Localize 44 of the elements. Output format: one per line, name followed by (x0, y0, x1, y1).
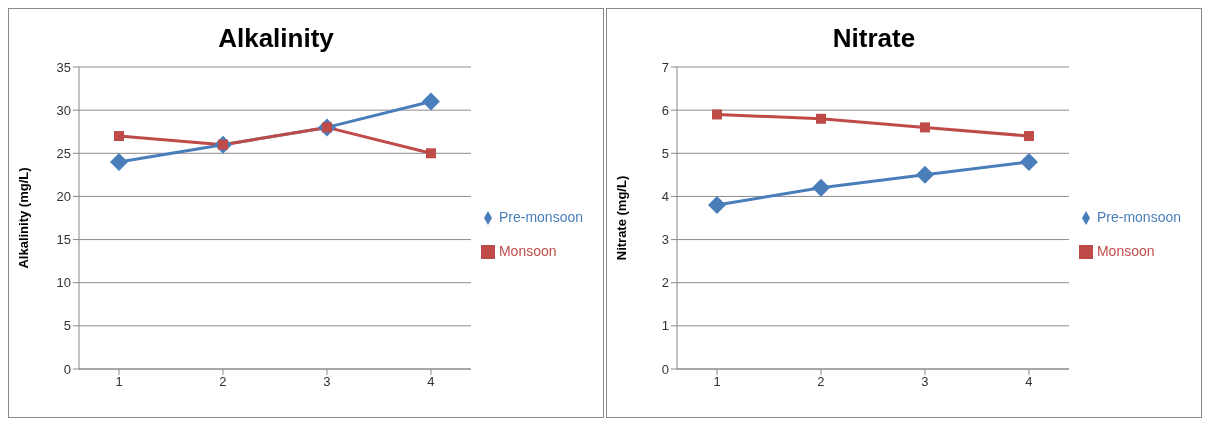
y-tick-label: 0 (63, 361, 71, 377)
point (425, 148, 436, 159)
point (114, 131, 124, 142)
y-tick-label: 6 (661, 102, 669, 118)
x-tick-label: 1 (713, 374, 721, 390)
y-tick-label: 1 (661, 318, 669, 334)
chart-title: Alkalinity (217, 23, 335, 55)
point (915, 165, 934, 184)
y-tick-label: 4 (661, 189, 669, 205)
point (811, 178, 830, 197)
y-tick-label: 7 (661, 59, 669, 75)
x-tick-label: 3 (921, 374, 929, 390)
legend-label: Pre-monsoon (498, 209, 583, 225)
y-tick-label: 35 (56, 59, 71, 75)
point (1023, 131, 1034, 142)
legend-label: Monsoon (1096, 243, 1155, 259)
point (712, 109, 722, 120)
x-tick-label: 4 (1025, 374, 1033, 390)
point (110, 152, 128, 171)
y-tick-label: 20 (56, 189, 71, 205)
legend-label: Monsoon (498, 243, 557, 259)
x-tick-label: 3 (323, 374, 331, 390)
y-tick-label: 0 (661, 361, 669, 377)
chart-title: Nitrate (831, 23, 917, 55)
y-tick-label: 3 (661, 232, 669, 248)
point (421, 92, 440, 111)
y-axis-title: Nitrate (mg/L) (613, 175, 629, 261)
point (919, 122, 930, 133)
legend-label: Pre-monsoon (1096, 209, 1181, 225)
point (1019, 152, 1038, 171)
point (708, 196, 726, 215)
y-tick-label: 5 (63, 318, 71, 334)
y-tick-label: 10 (56, 275, 71, 291)
x-tick-label: 2 (817, 374, 825, 390)
y-tick-label: 15 (56, 232, 71, 248)
x-tick-label: 4 (427, 374, 435, 390)
y-tick-label: 25 (56, 145, 71, 161)
point (815, 113, 826, 124)
y-tick-label: 2 (661, 275, 669, 291)
x-tick-label: 2 (219, 374, 227, 390)
x-tick-label: 1 (115, 374, 123, 390)
y-axis-title: Alkalinity (mg/L) (15, 167, 31, 269)
y-tick-label: 30 (56, 102, 71, 118)
y-tick-label: 5 (661, 145, 669, 161)
